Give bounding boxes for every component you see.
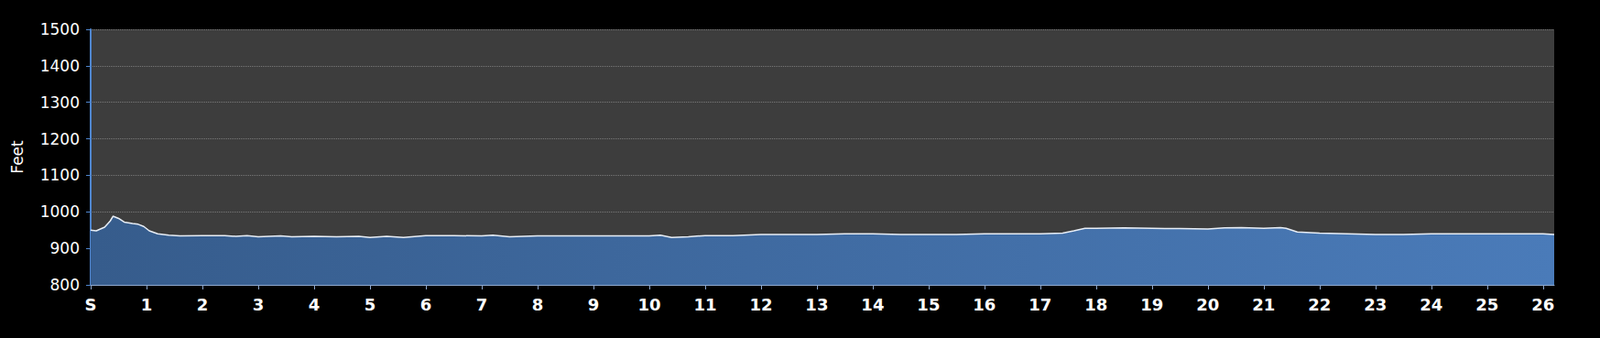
svg-text:8: 8 bbox=[532, 294, 545, 315]
svg-text:11: 11 bbox=[693, 294, 717, 315]
svg-text:19: 19 bbox=[1140, 294, 1164, 315]
svg-text:1200: 1200 bbox=[40, 130, 80, 149]
svg-text:1400: 1400 bbox=[40, 56, 80, 76]
svg-text:3: 3 bbox=[252, 294, 265, 315]
svg-text:900: 900 bbox=[50, 239, 80, 258]
svg-text:25: 25 bbox=[1475, 294, 1499, 315]
svg-text:1500: 1500 bbox=[40, 20, 80, 39]
svg-text:S: S bbox=[85, 294, 98, 315]
svg-text:7: 7 bbox=[476, 294, 489, 315]
svg-text:6: 6 bbox=[420, 294, 433, 315]
svg-text:9: 9 bbox=[587, 294, 600, 315]
svg-text:12: 12 bbox=[749, 294, 773, 315]
svg-text:13: 13 bbox=[805, 294, 828, 315]
svg-text:15: 15 bbox=[916, 294, 940, 315]
svg-text:10: 10 bbox=[637, 294, 661, 315]
svg-text:14: 14 bbox=[860, 294, 884, 315]
svg-text:1300: 1300 bbox=[40, 93, 80, 112]
svg-text:23: 23 bbox=[1363, 294, 1387, 315]
svg-text:26: 26 bbox=[1531, 294, 1555, 315]
svg-text:17: 17 bbox=[1028, 294, 1052, 315]
svg-text:16: 16 bbox=[972, 294, 996, 315]
svg-text:1100: 1100 bbox=[40, 165, 80, 185]
svg-text:22: 22 bbox=[1307, 294, 1331, 315]
svg-text:21: 21 bbox=[1251, 294, 1275, 315]
svg-text:4: 4 bbox=[308, 294, 321, 315]
svg-text:1000: 1000 bbox=[40, 202, 80, 221]
svg-text:24: 24 bbox=[1419, 294, 1443, 315]
svg-text:20: 20 bbox=[1196, 294, 1220, 315]
svg-text:5: 5 bbox=[364, 294, 377, 315]
svg-text:800: 800 bbox=[50, 275, 80, 294]
svg-text:1: 1 bbox=[141, 294, 153, 315]
svg-text:Feet: Feet bbox=[8, 140, 27, 175]
svg-text:2: 2 bbox=[196, 294, 209, 315]
svg-text:18: 18 bbox=[1084, 294, 1108, 315]
